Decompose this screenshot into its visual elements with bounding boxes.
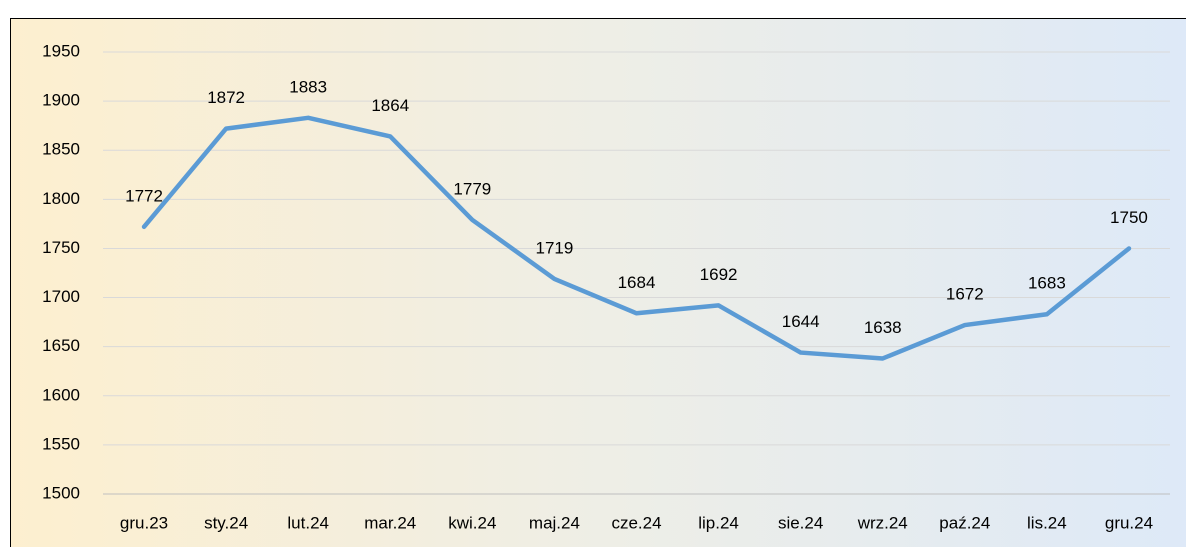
data-line	[141, 115, 1132, 361]
y-tick-label: 1800	[42, 189, 80, 208]
y-tick-label: 1500	[42, 483, 80, 502]
x-tick-label: wrz.24	[857, 513, 908, 532]
data-label: 1638	[864, 318, 902, 337]
x-tick-label: gru.23	[120, 513, 168, 532]
x-tick-label: maj.24	[529, 513, 580, 532]
x-tick-label: lut.24	[287, 513, 329, 532]
y-tick-label: 1700	[42, 287, 80, 306]
data-label: 1750	[1110, 208, 1148, 227]
x-tick-label: sie.24	[778, 513, 823, 532]
x-tick-label: kwi.24	[448, 513, 496, 532]
x-tick-label: lip.24	[698, 513, 739, 532]
x-tick-label: sty.24	[204, 513, 248, 532]
data-label: 1779	[453, 179, 491, 198]
x-tick-label: gru.24	[1105, 513, 1153, 532]
y-tick-label: 1650	[42, 336, 80, 355]
data-label: 1644	[782, 312, 820, 331]
y-tick-label: 1900	[42, 91, 80, 110]
data-label: 1872	[207, 88, 245, 107]
data-label: 1883	[289, 77, 327, 96]
y-tick-label: 1550	[42, 434, 80, 453]
y-tick-label: 1850	[42, 140, 80, 159]
data-label: 1684	[618, 273, 656, 292]
y-tick-label: 1600	[42, 385, 80, 404]
x-tick-label: cze.24	[611, 513, 661, 532]
data-label: 1772	[125, 186, 163, 205]
data-label: 1683	[1028, 274, 1066, 293]
data-label: 1719	[536, 238, 574, 257]
data-label: 1692	[700, 265, 738, 284]
x-tick-label: lis.24	[1027, 513, 1067, 532]
data-label: 1864	[371, 96, 409, 115]
data-label: 1672	[946, 285, 984, 304]
chart-frame	[10, 18, 1186, 547]
y-tick-label: 1750	[42, 238, 80, 257]
x-tick-label: paź.24	[939, 513, 990, 532]
x-tick-label: mar.24	[364, 513, 416, 532]
y-tick-label: 1950	[42, 41, 80, 60]
